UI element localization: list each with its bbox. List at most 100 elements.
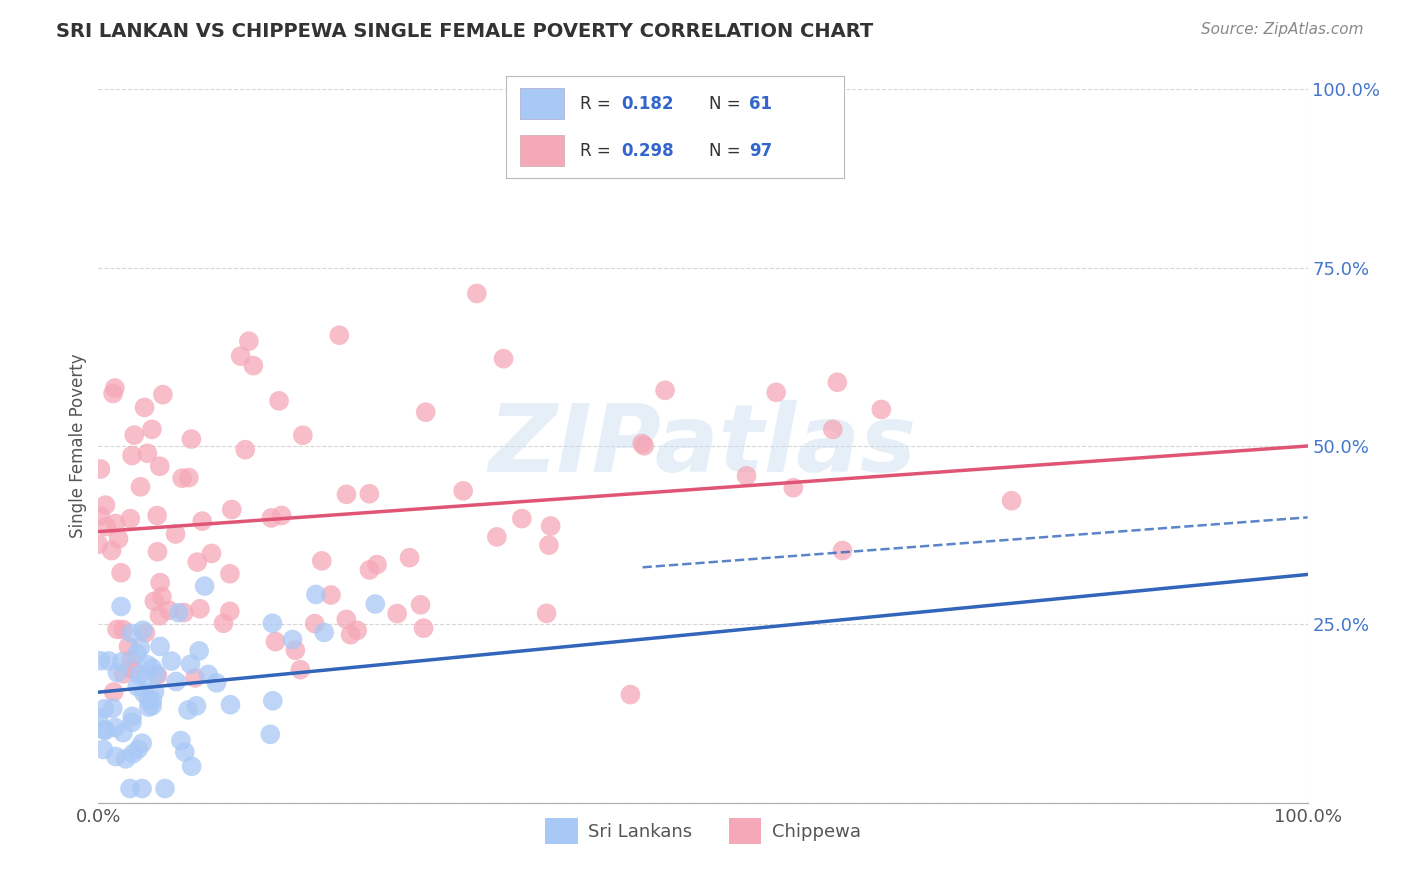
- Point: [221, 502, 243, 516]
- Point: [146, 545, 169, 559]
- Point: [831, 543, 853, 558]
- Point: [177, 703, 200, 717]
- Bar: [520, 88, 564, 119]
- Point: [141, 693, 163, 707]
- Point: [121, 626, 143, 640]
- Point: [122, 747, 145, 761]
- Text: 61: 61: [749, 95, 772, 112]
- Point: [149, 459, 172, 474]
- Point: [117, 640, 139, 654]
- Point: [141, 698, 163, 713]
- Point: [200, 546, 222, 560]
- Point: [233, 442, 256, 457]
- Point: [485, 530, 508, 544]
- Text: Source: ZipAtlas.com: Source: ZipAtlas.com: [1201, 22, 1364, 37]
- Text: 97: 97: [749, 142, 772, 160]
- Point: [191, 514, 214, 528]
- Point: [121, 662, 143, 676]
- Point: [121, 709, 143, 723]
- Point: [180, 657, 202, 672]
- Point: [141, 661, 163, 675]
- Point: [101, 386, 124, 401]
- Point: [136, 657, 159, 672]
- Point: [188, 602, 211, 616]
- Point: [270, 508, 292, 523]
- Point: [304, 616, 326, 631]
- Point: [89, 509, 111, 524]
- Point: [87, 711, 110, 725]
- Point: [160, 654, 183, 668]
- Point: [364, 597, 387, 611]
- Point: [205, 676, 228, 690]
- Point: [105, 623, 128, 637]
- Point: [87, 537, 110, 551]
- Point: [93, 723, 115, 737]
- Point: [143, 684, 166, 698]
- Text: N =: N =: [709, 142, 745, 160]
- Point: [120, 653, 142, 667]
- Point: [143, 594, 166, 608]
- Point: [536, 607, 558, 621]
- Point: [219, 566, 242, 581]
- Point: [149, 575, 172, 590]
- Text: 0.298: 0.298: [621, 142, 673, 160]
- Point: [149, 640, 172, 654]
- Point: [104, 381, 127, 395]
- Point: [465, 286, 488, 301]
- Point: [129, 480, 152, 494]
- Point: [359, 487, 381, 501]
- Point: [128, 667, 150, 681]
- Point: [267, 393, 290, 408]
- Point: [110, 599, 132, 614]
- Point: [492, 351, 515, 366]
- Point: [153, 781, 176, 796]
- Point: [112, 666, 135, 681]
- Point: [335, 487, 357, 501]
- Point: [104, 516, 127, 531]
- Point: [412, 621, 434, 635]
- Point: [821, 422, 844, 436]
- Legend: Sri Lankans, Chippewa: Sri Lankans, Chippewa: [538, 811, 868, 851]
- Point: [150, 590, 173, 604]
- Point: [510, 511, 533, 525]
- Bar: [520, 136, 564, 166]
- Text: N =: N =: [709, 95, 745, 112]
- Point: [451, 483, 474, 498]
- Point: [218, 604, 240, 618]
- Point: [122, 428, 145, 442]
- Point: [134, 625, 156, 640]
- Point: [184, 671, 207, 685]
- Point: [180, 759, 202, 773]
- Point: [1000, 493, 1022, 508]
- Point: [170, 733, 193, 747]
- Point: [219, 698, 242, 712]
- Point: [212, 616, 235, 631]
- Point: [259, 727, 281, 741]
- Y-axis label: Single Female Poverty: Single Female Poverty: [69, 354, 87, 538]
- Point: [129, 640, 152, 655]
- Point: [305, 587, 328, 601]
- Point: [385, 607, 408, 621]
- Point: [148, 608, 170, 623]
- Point: [335, 612, 357, 626]
- Point: [111, 623, 134, 637]
- Point: [131, 736, 153, 750]
- Point: [870, 402, 893, 417]
- Point: [97, 654, 120, 668]
- Point: [319, 588, 342, 602]
- Point: [619, 688, 641, 702]
- Point: [242, 359, 264, 373]
- Point: [114, 752, 136, 766]
- Point: [827, 376, 849, 390]
- Point: [633, 439, 655, 453]
- Point: [186, 698, 208, 713]
- Point: [145, 666, 167, 681]
- Point: [262, 616, 284, 631]
- Point: [121, 449, 143, 463]
- Point: [141, 422, 163, 436]
- Point: [262, 694, 284, 708]
- Point: [104, 749, 127, 764]
- Point: [782, 481, 804, 495]
- Point: [134, 671, 156, 685]
- Point: [197, 667, 219, 681]
